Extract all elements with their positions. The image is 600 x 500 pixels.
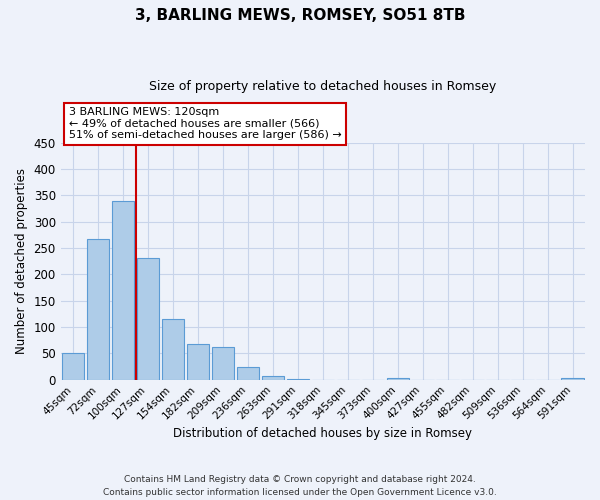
Text: 3 BARLING MEWS: 120sqm
← 49% of detached houses are smaller (566)
51% of semi-de: 3 BARLING MEWS: 120sqm ← 49% of detached… [68, 107, 341, 140]
Text: 3, BARLING MEWS, ROMSEY, SO51 8TB: 3, BARLING MEWS, ROMSEY, SO51 8TB [135, 8, 465, 22]
Bar [187, 344, 209, 380]
Bar [236, 366, 259, 380]
Title: Size of property relative to detached houses in Romsey: Size of property relative to detached ho… [149, 80, 496, 93]
Bar [87, 239, 109, 380]
Bar [561, 378, 584, 380]
Bar [112, 200, 134, 380]
Bar [262, 376, 284, 380]
Bar [287, 378, 309, 380]
X-axis label: Distribution of detached houses by size in Romsey: Distribution of detached houses by size … [173, 427, 472, 440]
Bar [137, 258, 159, 380]
Bar [162, 319, 184, 380]
Bar [386, 378, 409, 380]
Bar [62, 354, 85, 380]
Text: Contains HM Land Registry data © Crown copyright and database right 2024.
Contai: Contains HM Land Registry data © Crown c… [103, 476, 497, 497]
Bar [212, 347, 234, 380]
Y-axis label: Number of detached properties: Number of detached properties [15, 168, 28, 354]
